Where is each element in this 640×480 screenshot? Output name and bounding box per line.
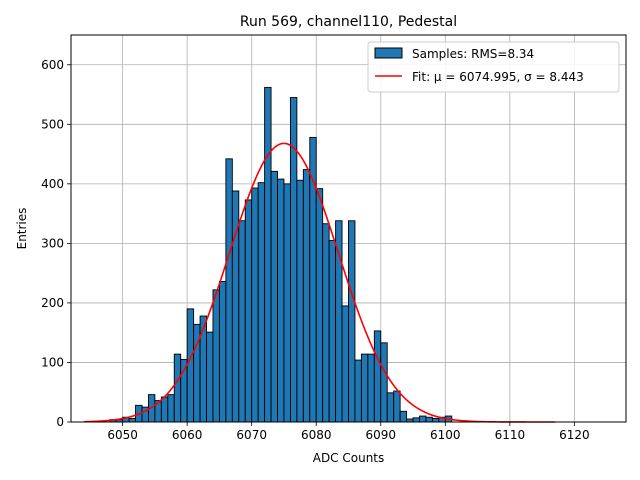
histogram-bar <box>264 86 272 423</box>
x-axis-ticks: 6050 6060 6070 6080 6090 6100 6110 6120 <box>107 422 590 442</box>
histogram-bar <box>431 417 440 423</box>
histogram-bar <box>270 170 278 423</box>
y-tick-label: 300 <box>41 236 64 250</box>
histogram-bar <box>335 220 343 423</box>
histogram-bar <box>419 415 427 423</box>
x-tick-label: 6060 <box>172 428 203 442</box>
gaussian-fit-curve <box>83 142 556 423</box>
histogram-bar <box>348 220 356 423</box>
legend-label-fit: Fit: μ = 6074.995, σ = 8.443 <box>412 70 584 84</box>
histogram-bars <box>109 86 453 423</box>
y-tick-label: 400 <box>41 177 64 191</box>
histogram-bar <box>283 183 291 423</box>
plot-frame <box>70 34 627 423</box>
histogram-bar <box>212 289 220 423</box>
histogram-bar <box>225 158 233 423</box>
histogram-bar <box>425 416 433 423</box>
histogram-bar <box>322 223 330 423</box>
y-tick-label: 500 <box>41 117 64 131</box>
histogram-bar <box>199 315 207 423</box>
x-tick-label: 6120 <box>559 428 590 442</box>
x-tick-label: 6050 <box>107 428 138 442</box>
histogram-bar <box>296 179 304 423</box>
x-tick-label: 6110 <box>495 428 526 442</box>
histogram-bar <box>386 392 395 423</box>
histogram-bar <box>173 353 182 423</box>
histogram-bar <box>128 417 136 423</box>
legend-swatch-samples <box>374 47 403 59</box>
histogram-bar <box>380 342 388 423</box>
histogram-bar <box>328 239 337 423</box>
chart-title: Run 569, channel110, Pedestal <box>240 14 457 30</box>
legend: Samples: RMS=8.34 Fit: μ = 6074.995, σ =… <box>367 41 620 93</box>
histogram-bar <box>218 281 227 423</box>
y-axis-ticks: 0 100 200 300 400 500 600 <box>41 58 71 429</box>
y-axis-label: Entries <box>15 208 29 250</box>
histogram-bar <box>160 396 169 423</box>
histogram-bar <box>257 182 266 423</box>
x-tick-label: 6090 <box>365 428 396 442</box>
histogram-bar <box>399 410 408 423</box>
histogram-bar <box>277 178 285 423</box>
x-tick-label: 6080 <box>301 428 332 442</box>
histogram-bar <box>302 169 311 423</box>
legend-box <box>367 41 620 93</box>
histogram-bar <box>238 220 246 423</box>
histogram-bar <box>186 308 195 423</box>
histogram-bar <box>244 199 253 423</box>
histogram-bar <box>167 394 175 423</box>
histogram-bar <box>206 331 214 423</box>
histogram-bar <box>341 305 349 423</box>
legend-label-samples: Samples: RMS=8.34 <box>412 47 534 61</box>
y-tick-label: 600 <box>41 58 64 72</box>
histogram-bar <box>315 188 324 423</box>
histogram-bar <box>367 353 375 423</box>
histogram-bar <box>354 359 362 423</box>
y-tick-label: 100 <box>41 355 64 369</box>
x-tick-label: 6070 <box>236 428 267 442</box>
x-tick-label: 6100 <box>430 428 461 442</box>
histogram-bar <box>360 353 369 423</box>
histogram-bar <box>393 390 401 423</box>
histogram-bar <box>412 417 420 423</box>
y-tick-label: 0 <box>56 415 64 429</box>
y-tick-label: 200 <box>41 296 64 310</box>
x-axis-label: ADC Counts <box>313 451 385 465</box>
histogram-bar <box>373 330 382 423</box>
histogram-bar <box>251 187 259 423</box>
